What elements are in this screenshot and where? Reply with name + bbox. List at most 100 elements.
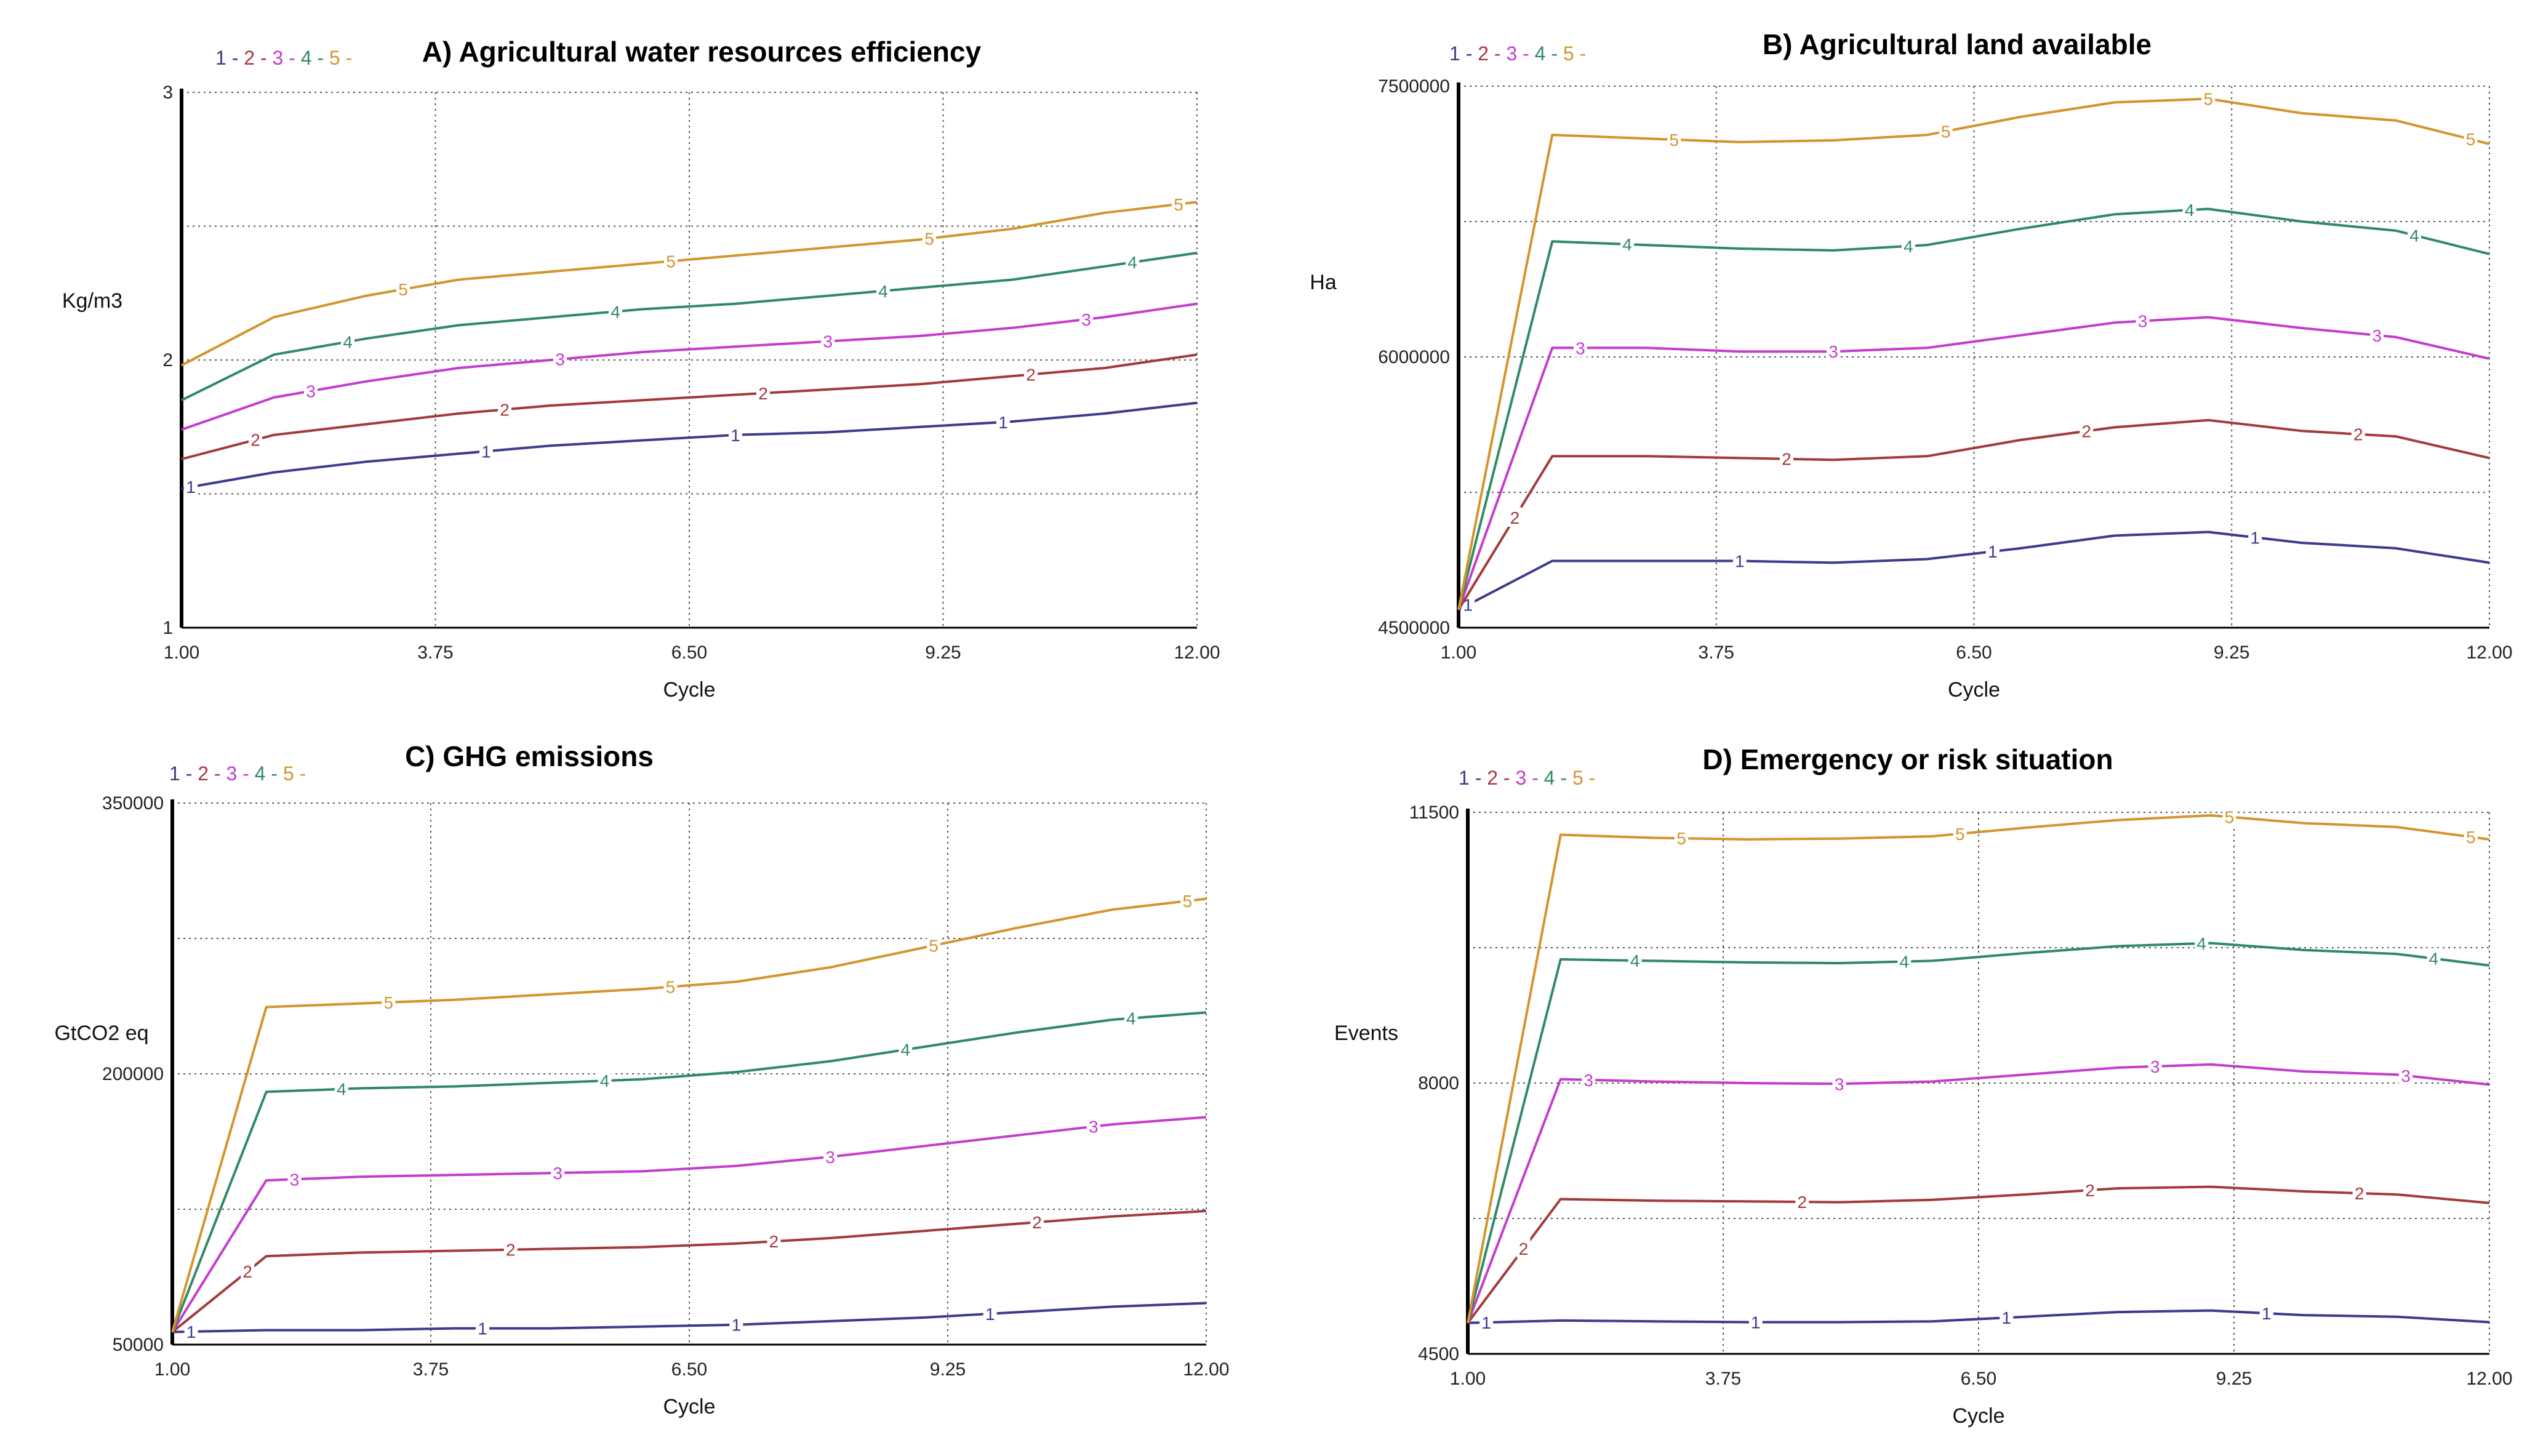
panel-B-series-2-label-bg-3: [2351, 423, 2365, 444]
panel-A-series-3-label-bg-0: [304, 380, 318, 401]
panel-B-legend-item-4: 4 -: [1535, 42, 1563, 65]
panel-A-series-4-label-bg-2: [876, 280, 890, 300]
panel-D-series-3-line: [1467, 1063, 2490, 1324]
panel-B-series-5-label-3: 5: [2466, 130, 2476, 149]
panel-D-series-4-label-0: 4: [1630, 951, 1640, 970]
panel-C-xtick-0: 1.00: [154, 1359, 190, 1380]
panel-B-y-label: Ha: [1310, 271, 1337, 294]
panel-D-xtick-2: 6.50: [1961, 1369, 1996, 1389]
panel-D-series-4-label-bg-1: [1897, 951, 1912, 971]
panel-B-series-1-label-bg-1: [1732, 550, 1747, 570]
panel-D-series-4-line: [1467, 942, 2490, 1324]
panel-C-xtick-2: 6.50: [671, 1359, 707, 1380]
panel-C-series-3-line: [171, 1116, 1207, 1333]
panel-B-series-5-label-2: 5: [2203, 90, 2213, 109]
panel-B-ytick-2: 7500000: [1378, 76, 1450, 97]
panel-D-series-2-label-0: 2: [1519, 1239, 1529, 1258]
panel-C-series-1-label-0: 1: [186, 1322, 196, 1342]
panel-D-series-3-label-0: 3: [1583, 1071, 1593, 1090]
panel-A-series-3-label-bg-2: [821, 330, 835, 351]
panel-A-series-1-label-3: 1: [998, 413, 1008, 432]
panel-D-series-1-label-0: 1: [1481, 1313, 1491, 1332]
panel-C-y-label: GtCO2 eq: [54, 1022, 148, 1045]
panel-B-series-3-line: [1457, 316, 2490, 610]
panel-C-xtick-3: 9.25: [930, 1359, 966, 1380]
panel-A-series-3-label-3: 3: [1081, 310, 1091, 329]
panel-D-series-3-label-3: 3: [2401, 1066, 2411, 1086]
panel-C-series-1-label-3: 1: [985, 1305, 995, 1324]
panel-B-series-4-label-bg-3: [2408, 225, 2422, 245]
panel-A-series-2-label-0: 2: [250, 431, 260, 450]
panel-A-legend-item-1: 1 -: [215, 47, 244, 69]
panel-D-series-5-label-bg-1: [1953, 823, 1967, 843]
panel-C-series-4-label-2: 4: [900, 1041, 910, 1060]
panel-D-series-5-label-bg-3: [2464, 826, 2478, 846]
panel-A-series-5-label-bg-1: [664, 250, 678, 271]
panel-B-series-2-label-0: 2: [1510, 508, 1520, 527]
panel-C-series-4-label-bg-2: [899, 1039, 913, 1059]
panel-B-series-1-label-bg-3: [2248, 527, 2262, 547]
panel-B-series-5-line: [1457, 97, 2490, 610]
panel-A-series-3-label-0: 3: [306, 382, 316, 401]
panel-D-series-5-label-bg-0: [1675, 828, 1689, 848]
panel-A-xtick-3: 9.25: [925, 642, 961, 663]
panel-A-series-3-label-1: 3: [555, 350, 565, 369]
panel-A-series-5-line: [181, 201, 1198, 367]
panel-B-series-5-label-bg-2: [2201, 88, 2216, 108]
panel-A-series-3-label-2: 3: [823, 332, 833, 351]
panel-D-legend-item-5: 5 -: [1572, 767, 1595, 789]
panel-D-series-5-line: [1467, 814, 2490, 1324]
panel-C-series-3-label-bg-2: [823, 1146, 838, 1166]
panel-D-series-1-label-bg-1: [1748, 1311, 1763, 1332]
panel-D-series-5-label-bg-2: [2222, 806, 2236, 826]
panel-A-title: A) Agricultural water resources efficien…: [422, 36, 982, 68]
panel-C-series-5-label-bg-2: [927, 935, 941, 955]
panel-D-series-2-label-bg-3: [2352, 1183, 2366, 1203]
panel-A-legend-item-5: 5 -: [329, 47, 352, 69]
panel-B-legend-item-2: 2 -: [1478, 42, 1506, 65]
panel-A-legend: 1 - 2 - 3 - 4 - 5 -: [215, 47, 352, 69]
panel-C-series-4-label-3: 4: [1126, 1009, 1136, 1028]
panel-A-series-1-label-2: 1: [731, 426, 740, 445]
panel-B-series-5-label-0: 5: [1669, 130, 1679, 150]
panel-B-legend-item-1: 1 -: [1449, 42, 1478, 65]
panel-D-series-1-label-bg-2: [2000, 1307, 2014, 1327]
panel-D-series-3-label-bg-0: [1582, 1069, 1596, 1089]
panel-D-series-5-label-2: 5: [2225, 808, 2235, 827]
panel-A-xtick-0: 1.00: [164, 642, 199, 663]
panel-D-series-3-label-2: 3: [2150, 1057, 2160, 1076]
panel-D-xtick-0: 1.00: [1450, 1369, 1486, 1389]
panel-C-series-2-label-2: 2: [769, 1232, 779, 1251]
panel-A-series-5-label-bg-0: [396, 279, 410, 299]
panel-D-x-label: Cycle: [1952, 1404, 2004, 1428]
panel-D-series-1-label-bg-3: [2259, 1303, 2273, 1323]
panel-B-series-2-label-3: 2: [2353, 425, 2363, 444]
panel-B-series-5-label-bg-3: [2464, 129, 2478, 149]
panel-B-ytick-0: 4500000: [1378, 618, 1450, 638]
panel-D-series-5-label-0: 5: [1676, 829, 1686, 848]
panel-B-series-2-label-bg-1: [1779, 448, 1793, 468]
panel-C-series-5-label-0: 5: [383, 993, 393, 1012]
panel-C-series-2-label-bg-1: [503, 1239, 518, 1259]
panel-A-series-5-label-1: 5: [666, 252, 676, 271]
panel-C-legend-item-3: 3 -: [226, 762, 254, 785]
panel-B-series-4-label-bg-1: [1901, 235, 1915, 255]
panel-C-series-2-label-bg-0: [241, 1260, 255, 1281]
panel-D-series-1-label-bg-0: [1479, 1311, 1494, 1332]
panel-B-legend-item-5: 5 -: [1563, 42, 1586, 65]
panel-C-title: C) GHG emissions: [405, 740, 654, 772]
panel-C-xtick-1: 3.75: [413, 1359, 449, 1380]
panel-C-series-5-label-bg-0: [382, 991, 396, 1012]
panel-A-series-2-label-2: 2: [758, 384, 768, 403]
panel-C-series-4-label-bg-1: [598, 1070, 612, 1090]
panel-D-series-4-label-bg-0: [1628, 950, 1642, 970]
panel-A-series-4-label-3: 4: [1127, 253, 1137, 272]
panel-C-series-3-label-0: 3: [290, 1170, 300, 1189]
panel-A-x-label: Cycle: [663, 678, 715, 702]
panel-D-series-3-label-bg-1: [1832, 1073, 1846, 1094]
panel-D-series-1-label-3: 1: [2262, 1304, 2272, 1323]
panel-D-series-4-label-bg-2: [2195, 932, 2209, 953]
panel-C-legend-item-5: 5 -: [283, 762, 306, 785]
panel-B-series-4-label-1: 4: [1904, 237, 1913, 256]
